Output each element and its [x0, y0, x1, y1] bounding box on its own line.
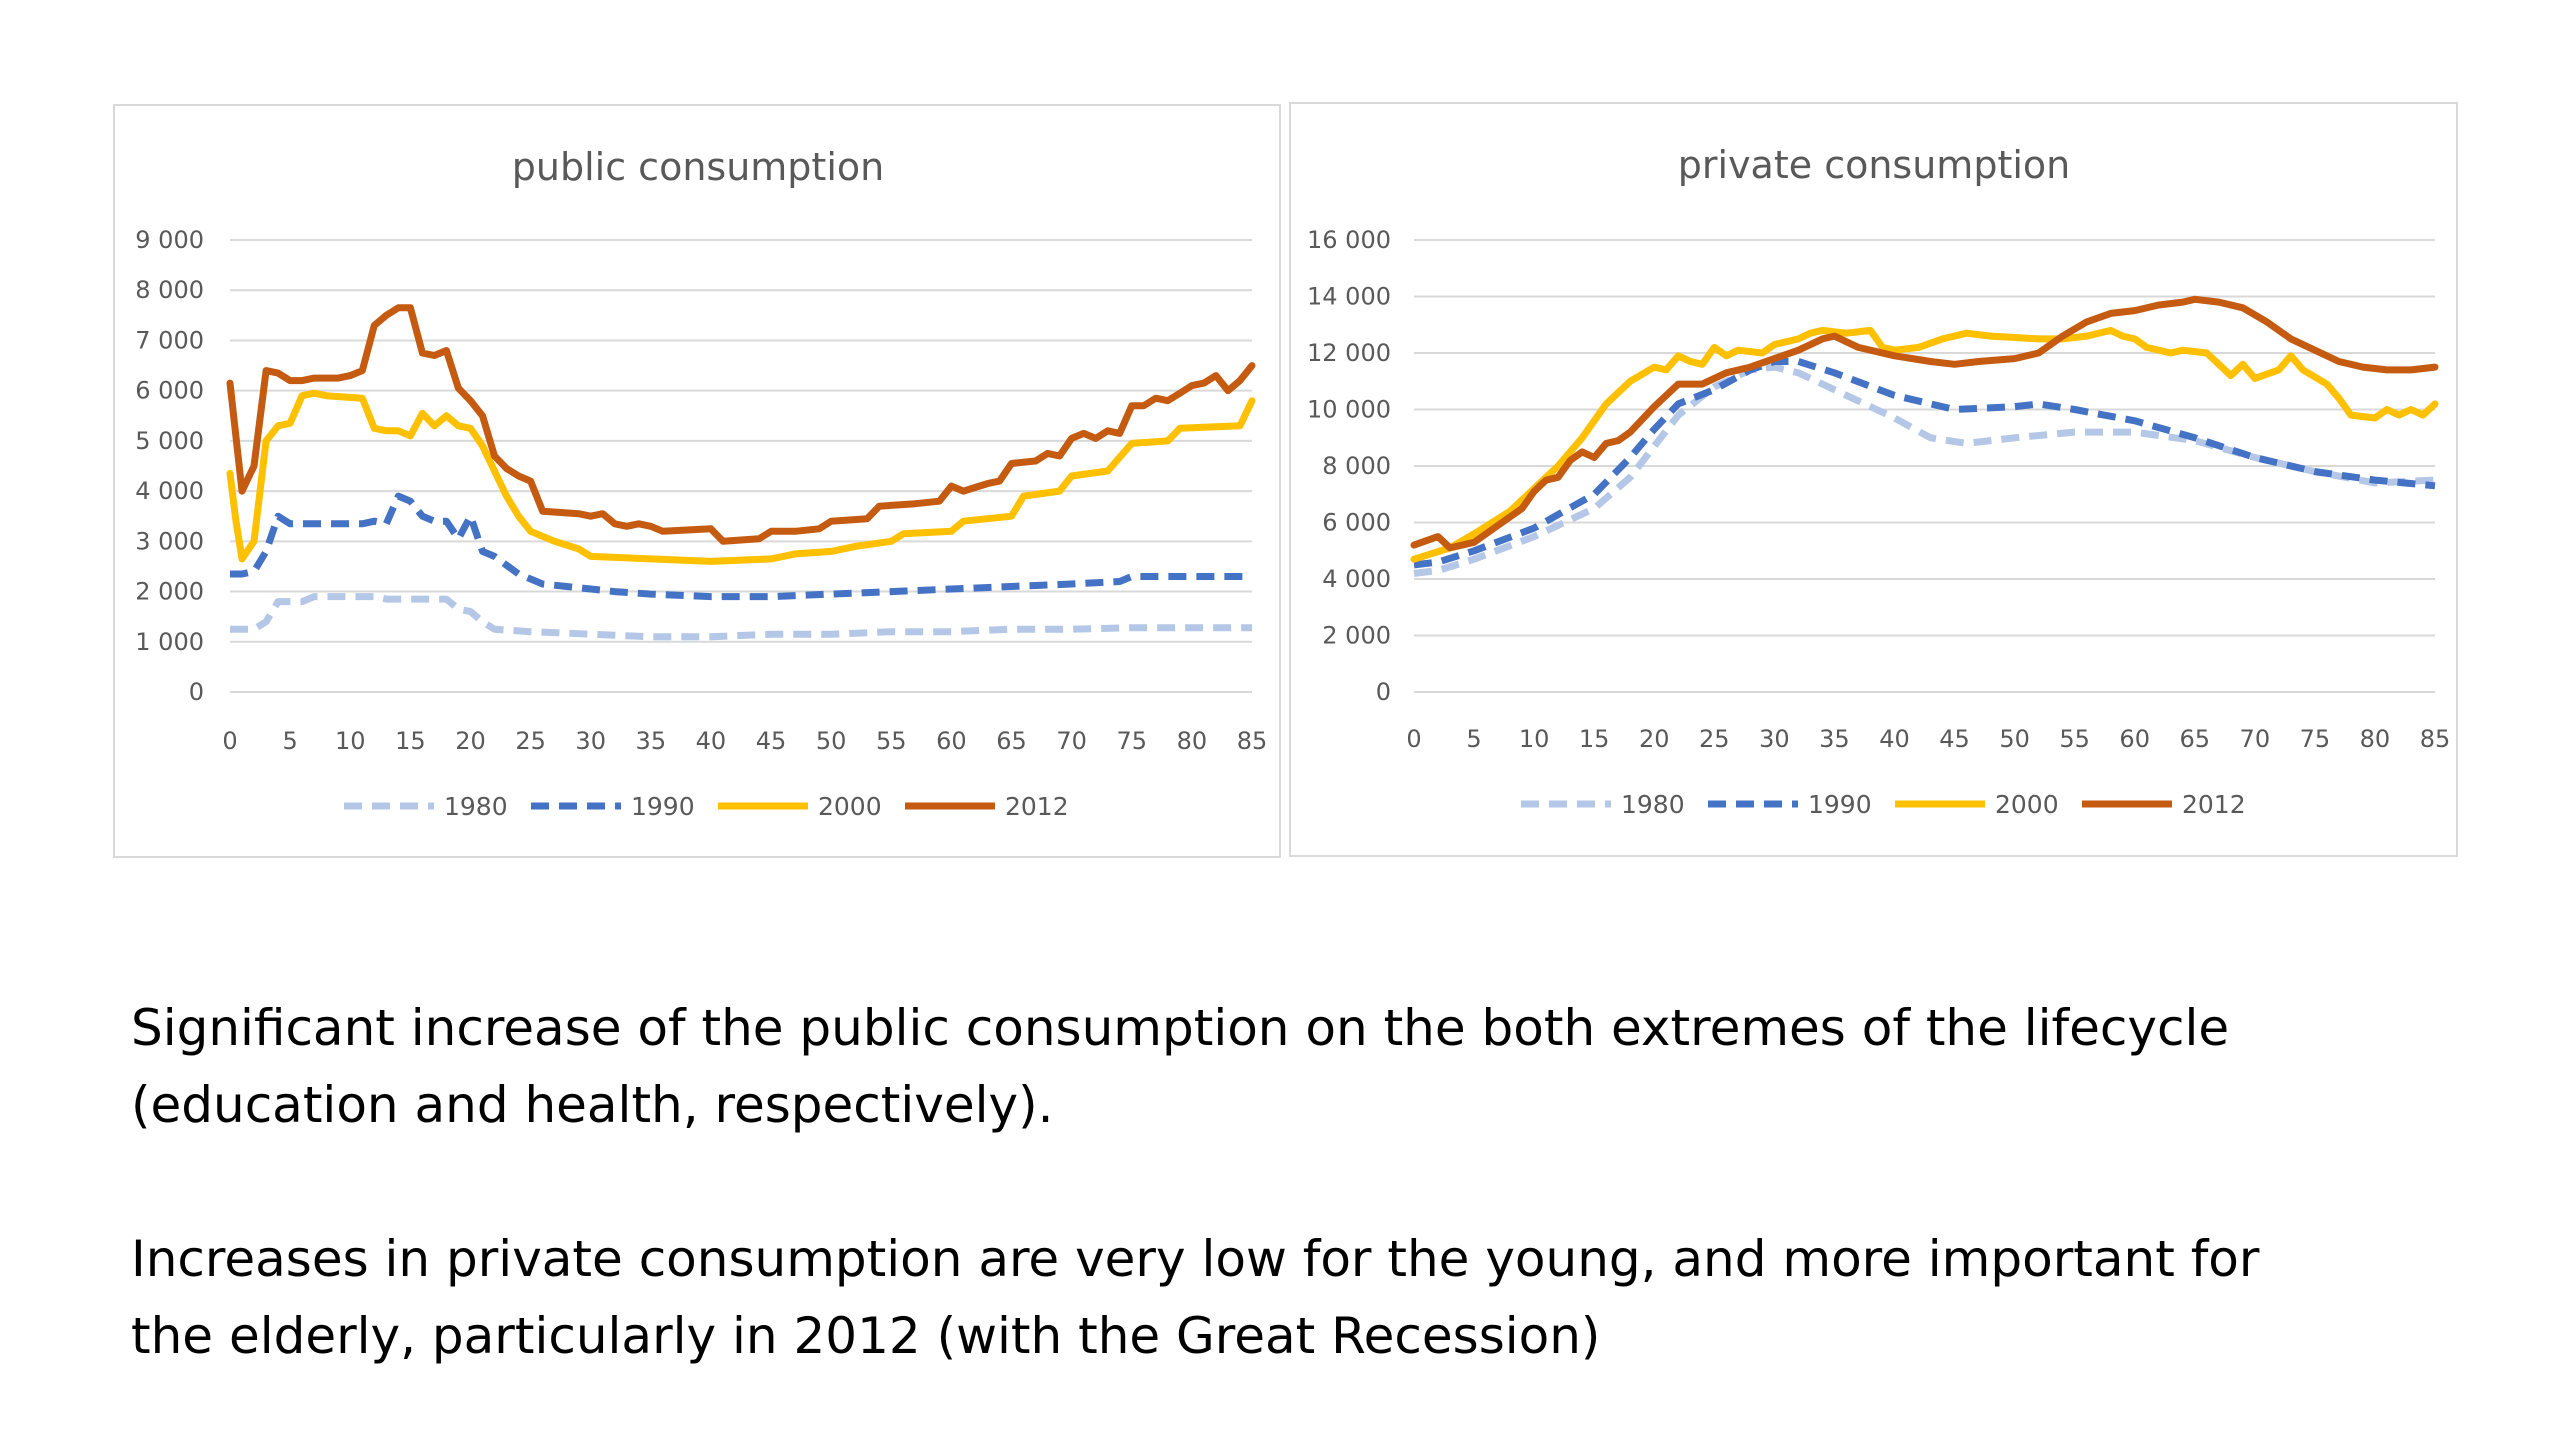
x-tick-label: 80 — [2360, 725, 2391, 753]
series-line-2000 — [226, 389, 1256, 565]
private-consumption-chart: private consumption 0 2 000 4 000 6 000 8 000… — [1289, 102, 2458, 857]
y-tick-label: 0 — [1376, 678, 1391, 706]
x-tick-label: 0 — [1406, 725, 1421, 753]
legend-label: 2000 — [818, 792, 882, 821]
y-tick-label: 6 000 — [135, 377, 204, 405]
x-tick-label: 15 — [1579, 725, 1610, 753]
x-tick-label: 20 — [1639, 725, 1670, 753]
y-tick-label: 8 000 — [135, 276, 204, 304]
chart-title: private consumption — [1678, 143, 2070, 187]
public-consumption-svg: public consumption 0 1 000 2 000 3 000 4 000 5… — [135, 145, 1268, 821]
x-tick-label: 25 — [1699, 725, 1730, 753]
private-consumption-svg: private consumption 0 2 000 4 000 6 000 8 000… — [1307, 143, 2451, 819]
x-tick-label: 70 — [1056, 727, 1087, 755]
x-tick-label: 15 — [395, 727, 426, 755]
x-tick-label: 5 — [1466, 725, 1481, 753]
y-tick-label: 5 000 — [135, 427, 204, 455]
y-tick-label: 10 000 — [1307, 396, 1391, 424]
y-tick-label: 12 000 — [1307, 339, 1391, 367]
x-tick-label: 10 — [1519, 725, 1550, 753]
x-tick-label: 30 — [575, 727, 606, 755]
y-tick-label: 4 000 — [1322, 565, 1391, 593]
x-tick-label: 65 — [2179, 725, 2210, 753]
y-tick-label: 6 000 — [1322, 509, 1391, 537]
x-tick-label: 85 — [2420, 725, 2451, 753]
legend-label: 1990 — [1808, 790, 1872, 819]
x-tick-label: 60 — [2119, 725, 2150, 753]
series-line-2012 — [1410, 295, 2439, 552]
legend-label: 1990 — [631, 792, 695, 821]
series-line-2012 — [226, 304, 1256, 545]
legend-label: 1980 — [444, 792, 508, 821]
legend-label: 1980 — [1621, 790, 1685, 819]
y-tick-label: 1 000 — [135, 628, 204, 656]
notes-text: Significant increase of the public consu… — [131, 990, 2431, 1452]
note-line: the elderly, particularly in 2012 (with … — [131, 1307, 1601, 1365]
legend-label: 2012 — [1005, 792, 1069, 821]
x-tick-label: 35 — [636, 727, 667, 755]
y-tick-label: 16 000 — [1307, 226, 1391, 254]
series-line-2000 — [1410, 326, 2439, 563]
public-consumption-chart: public consumption 0 1 000 2 000 3 000 4 000 5… — [113, 104, 1281, 858]
y-tick-label: 2 000 — [135, 578, 204, 606]
note-line: Increases in private consumption are ver… — [131, 1230, 2260, 1288]
x-tick-label: 30 — [1759, 725, 1790, 753]
legend-label: 2012 — [2182, 790, 2246, 819]
series-line-1990 — [1413, 358, 2436, 569]
y-tick-label: 2 000 — [1322, 622, 1391, 650]
series-line-1990 — [230, 492, 1252, 601]
x-tick-label: 50 — [1999, 725, 2030, 753]
series-line-1980 — [1413, 363, 2436, 577]
chart-title: public consumption — [512, 145, 884, 189]
note-paragraph-2: Increases in private consumption are ver… — [131, 1221, 2431, 1375]
x-tick-label: 60 — [936, 727, 967, 755]
y-tick-label: 7 000 — [135, 326, 204, 354]
y-tick-label: 14 000 — [1307, 283, 1391, 311]
note-paragraph-1: Significant increase of the public consu… — [131, 990, 2431, 1144]
x-tick-label: 45 — [756, 727, 787, 755]
x-tick-label: 70 — [2240, 725, 2271, 753]
y-tick-label: 9 000 — [135, 226, 204, 254]
x-tick-label: 5 — [282, 727, 297, 755]
x-tick-label: 65 — [996, 727, 1027, 755]
x-tick-label: 75 — [1116, 727, 1147, 755]
note-line: Significant increase of the public consu… — [131, 999, 2230, 1057]
x-tick-label: 0 — [222, 727, 237, 755]
x-tick-label: 20 — [455, 727, 486, 755]
x-tick-label: 55 — [2059, 725, 2090, 753]
y-tick-label: 0 — [189, 678, 204, 706]
x-tick-label: 40 — [1879, 725, 1910, 753]
x-tick-label: 35 — [1819, 725, 1850, 753]
y-tick-label: 8 000 — [1322, 452, 1391, 480]
legend-label: 2000 — [1995, 790, 2059, 819]
x-tick-label: 75 — [2300, 725, 2331, 753]
y-tick-label: 4 000 — [135, 477, 204, 505]
x-tick-label: 10 — [335, 727, 366, 755]
x-tick-label: 25 — [515, 727, 546, 755]
y-tick-label: 3 000 — [135, 527, 204, 555]
note-line: (education and health, respectively). — [131, 1076, 1054, 1134]
x-tick-label: 80 — [1177, 727, 1208, 755]
x-tick-label: 85 — [1237, 727, 1268, 755]
x-tick-label: 50 — [816, 727, 847, 755]
series-line-1980 — [230, 593, 1252, 641]
x-tick-label: 55 — [876, 727, 907, 755]
x-tick-label: 40 — [696, 727, 727, 755]
x-tick-label: 45 — [1939, 725, 1970, 753]
